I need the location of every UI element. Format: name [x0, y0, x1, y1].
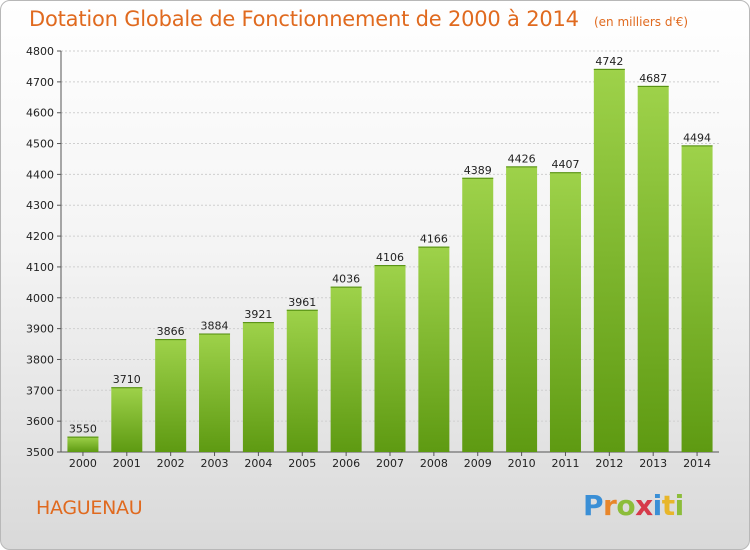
value-label-2013: 4687	[639, 72, 667, 85]
value-label-2014: 4494	[683, 131, 711, 144]
bar-2005	[286, 309, 318, 452]
value-label-2011: 4407	[551, 158, 579, 171]
value-label-2008: 4166	[420, 233, 448, 246]
bar-2007	[374, 265, 406, 452]
x-tick-label-2010: 2010	[508, 457, 536, 470]
value-label-2003: 3884	[201, 320, 229, 333]
y-tick-label: 4800	[26, 45, 54, 58]
bar-2008	[418, 246, 450, 452]
x-tick-label-2014: 2014	[683, 457, 711, 470]
x-tick-label-2002: 2002	[157, 457, 185, 470]
chart-unit: (en milliers d'€)	[593, 15, 689, 29]
value-label-2009: 4389	[464, 164, 492, 177]
value-label-2010: 4426	[508, 152, 536, 165]
y-tick-label: 4700	[26, 76, 54, 89]
x-tick-label-2003: 2003	[201, 457, 229, 470]
y-tick-label: 4100	[26, 261, 54, 274]
x-tick-label-2009: 2009	[464, 457, 492, 470]
value-label-2002: 3866	[157, 325, 185, 338]
x-tick-label-2000: 2000	[69, 457, 97, 470]
logo-letter: o	[616, 489, 636, 522]
bar-2014	[681, 145, 713, 453]
title-row: Dotation Globale de Fonctionnement de 20…	[29, 7, 688, 31]
bar-2010	[506, 166, 538, 452]
bar-2012	[593, 68, 625, 452]
y-tick-label: 3800	[26, 353, 54, 366]
x-tick-label-2006: 2006	[332, 457, 360, 470]
value-label-2000: 3550	[69, 423, 97, 436]
value-label-2001: 3710	[113, 373, 141, 386]
y-tick-label: 4600	[26, 107, 54, 120]
x-tick-label-2011: 2011	[551, 457, 579, 470]
bar-2001	[111, 387, 143, 452]
value-label-2012: 4742	[595, 55, 623, 68]
bar-2013	[637, 85, 669, 453]
y-tick-label: 4000	[26, 292, 54, 305]
commune-name: HAGUENAU	[36, 497, 143, 519]
bar-2011	[549, 172, 581, 452]
logo-letter: i	[674, 489, 685, 522]
x-tick-label-2004: 2004	[244, 457, 272, 470]
proxiti-logo[interactable]: Proxiti	[583, 489, 684, 522]
y-tick-label: 3600	[26, 415, 54, 428]
bar-2002	[155, 339, 187, 452]
x-tick-label-2012: 2012	[595, 457, 623, 470]
chart-title: Dotation Globale de Fonctionnement de 20…	[29, 7, 579, 31]
y-tick-label: 4400	[26, 168, 54, 181]
y-tick-label: 3500	[26, 446, 54, 459]
x-tick-label-2001: 2001	[113, 457, 141, 470]
bar-2004	[242, 322, 274, 452]
value-label-2004: 3921	[244, 308, 272, 321]
value-label-2005: 3961	[288, 296, 316, 309]
bar-2006	[330, 286, 362, 452]
bar-2000	[67, 436, 99, 452]
x-tick-label-2007: 2007	[376, 457, 404, 470]
y-tick-label: 4500	[26, 138, 54, 151]
value-label-2007: 4106	[376, 251, 404, 264]
y-tick-label: 4200	[26, 230, 54, 243]
logo-letter: i	[652, 489, 663, 522]
y-tick-label: 3900	[26, 323, 54, 336]
x-tick-label-2013: 2013	[639, 457, 667, 470]
value-label-2006: 4036	[332, 273, 360, 286]
bar-2009	[462, 177, 494, 452]
logo-letter: t	[661, 489, 675, 522]
y-tick-label: 4300	[26, 199, 54, 212]
logo-letter: P	[583, 489, 604, 522]
logo-letter: x	[635, 489, 653, 522]
bar-2003	[199, 333, 231, 452]
logo-letter: r	[603, 489, 617, 522]
x-tick-label-2005: 2005	[288, 457, 316, 470]
x-tick-label-2008: 2008	[420, 457, 448, 470]
y-tick-label: 3700	[26, 384, 54, 397]
